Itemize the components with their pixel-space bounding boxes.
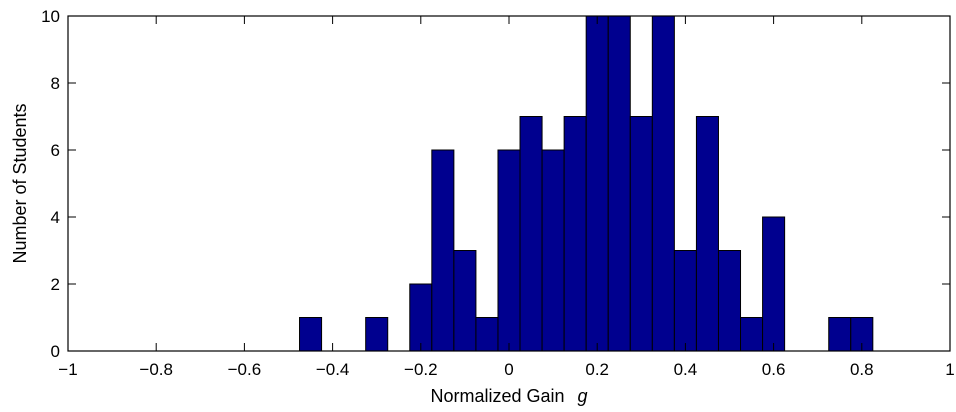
x-tick-label: −1 xyxy=(58,360,77,379)
histogram-bars xyxy=(299,15,874,352)
x-tick-label: 0.8 xyxy=(850,360,874,379)
y-tick-labels: 0 2 4 6 8 10 xyxy=(41,7,60,361)
histogram-bar xyxy=(453,250,477,352)
x-axis-label-symbol: g xyxy=(578,386,588,406)
x-tick-label: 0 xyxy=(504,360,513,379)
y-tick-label: 2 xyxy=(51,275,60,294)
histogram-bar xyxy=(695,116,719,352)
histogram-bar xyxy=(629,116,653,352)
y-axis-label: Number of Students xyxy=(10,103,30,263)
y-tick-label: 4 xyxy=(51,208,60,227)
histogram-bar xyxy=(563,116,587,352)
histogram-bar xyxy=(607,15,631,352)
x-axis-label-text: Normalized Gain xyxy=(430,386,564,406)
histogram-bar xyxy=(673,250,697,352)
x-tick-label: −0.2 xyxy=(404,360,438,379)
histogram-bar xyxy=(740,317,764,352)
histogram-bar xyxy=(585,15,609,352)
x-tick-label: 1 xyxy=(945,360,954,379)
histogram-bar xyxy=(651,15,675,352)
histogram-bar xyxy=(717,250,742,352)
histogram-bar xyxy=(365,317,389,352)
histogram-bar xyxy=(541,149,565,352)
x-tick-label: −0.4 xyxy=(316,360,350,379)
y-tick-label: 0 xyxy=(51,342,60,361)
x-tick-labels: −1 −0.8 −0.6 −0.4 −0.2 0 0.2 0.4 0.6 0.8 1 xyxy=(58,360,954,379)
histogram-bar xyxy=(299,317,323,352)
histogram-bar xyxy=(828,317,852,352)
y-tick-label: 6 xyxy=(51,141,60,160)
x-axis-label: Normalized Gain g xyxy=(430,386,587,406)
histogram-bar xyxy=(431,149,455,352)
histogram-bar xyxy=(762,216,786,352)
y-tick-label: 10 xyxy=(41,7,60,26)
x-tick-label: −0.6 xyxy=(228,360,262,379)
x-tick-label: 0.6 xyxy=(762,360,786,379)
x-tick-label: −0.8 xyxy=(139,360,173,379)
y-tick-label: 8 xyxy=(51,74,60,93)
histogram-bar xyxy=(497,149,521,352)
histogram-bar xyxy=(519,116,543,352)
axis-ticks xyxy=(67,15,951,352)
histogram-bar xyxy=(409,283,433,352)
x-tick-label: 0.2 xyxy=(585,360,609,379)
x-tick-label: 0.4 xyxy=(674,360,698,379)
histogram-bar xyxy=(475,317,499,352)
